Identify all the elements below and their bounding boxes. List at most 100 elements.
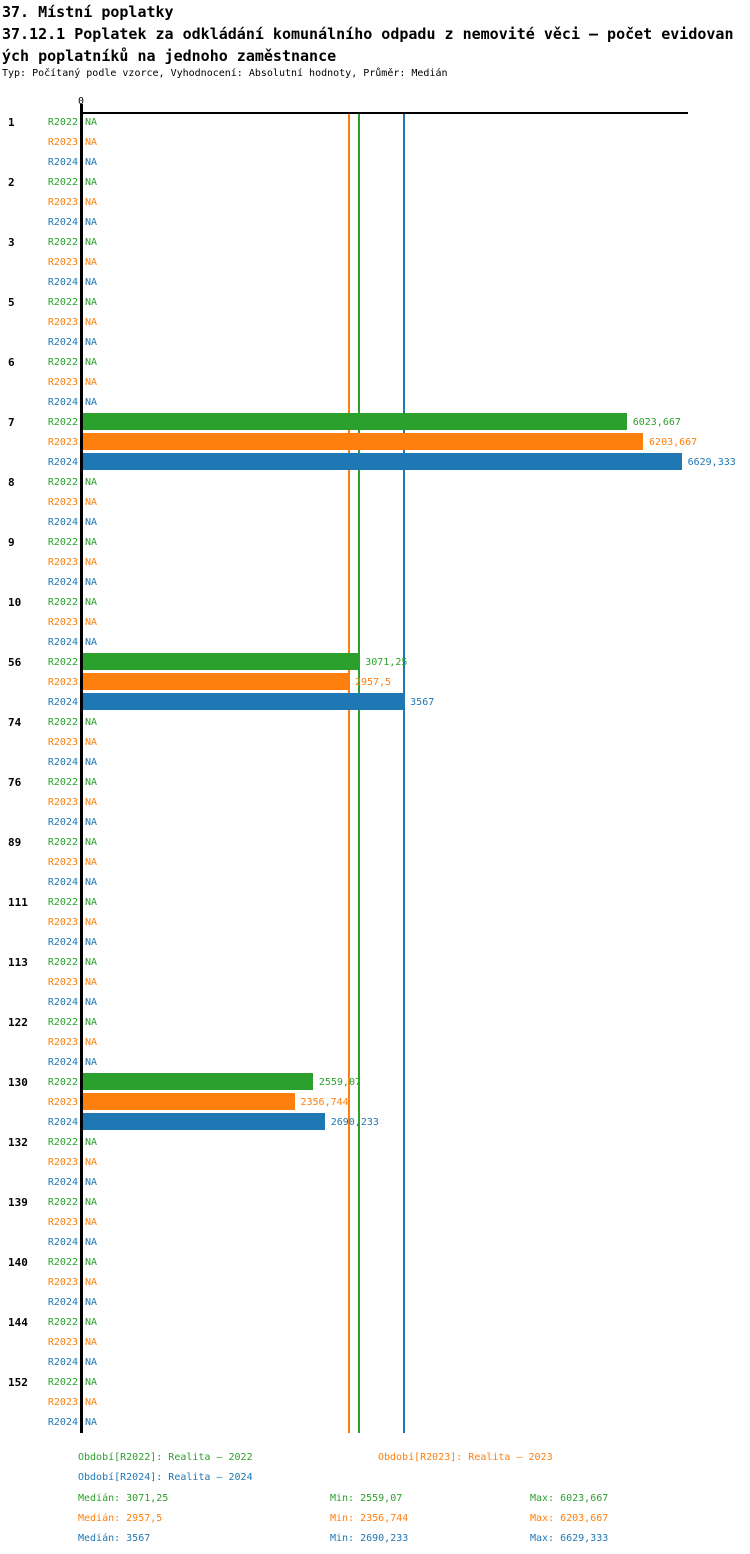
category-label: 111 [8, 896, 28, 909]
series-label-R2022: R2022 [47, 117, 78, 128]
series-label-R2023: R2023 [47, 917, 78, 928]
series-label-R2024: R2024 [47, 1417, 78, 1428]
chart-row: R2024 NA [0, 393, 750, 413]
chart-row: 9 R2022 NA [0, 533, 750, 553]
series-label-R2024: R2024 [47, 1237, 78, 1248]
chart-row: 140 R2022 NA [0, 1253, 750, 1273]
series-label-R2023: R2023 [47, 557, 78, 568]
chart-row: 89 R2022 NA [0, 833, 750, 853]
chart-row: R2024 NA [0, 513, 750, 533]
chart-row: R2023 NA [0, 973, 750, 993]
series-label-R2024: R2024 [47, 157, 78, 168]
na-value-label: NA [85, 1417, 98, 1428]
series-label-R2022: R2022 [47, 777, 78, 788]
median-line-R2022 [358, 114, 361, 1433]
chart-row: 7 R2022 6023,667 [0, 413, 750, 433]
series-label-R2024: R2024 [47, 997, 78, 1008]
legend-min-2023: Min: 2356,744 [330, 1513, 409, 1524]
series-label-R2022: R2022 [47, 597, 78, 608]
series-label-R2023: R2023 [47, 977, 78, 988]
chart-row: R2024 NA [0, 633, 750, 653]
category-label: 76 [8, 776, 22, 789]
series-label-R2023: R2023 [47, 797, 78, 808]
na-value-label: NA [85, 957, 98, 968]
series-label-R2022: R2022 [47, 717, 78, 728]
series-label-R2024: R2024 [47, 1057, 78, 1068]
legend-median-2023: Medián: 2957,5 [78, 1513, 163, 1524]
na-value-label: NA [85, 357, 98, 368]
category-label: 5 [8, 296, 15, 309]
series-label-R2022: R2022 [47, 1077, 78, 1088]
category-label: 2 [8, 176, 15, 189]
na-value-label: NA [85, 1317, 98, 1328]
chart-row: R2023 NA [0, 1033, 750, 1053]
na-value-label: NA [85, 1397, 98, 1408]
category-label: 10 [8, 596, 22, 609]
chart-subtitle-line2: ých poplatníků na jednoho zaměstnance [2, 47, 337, 65]
na-value-label: NA [85, 577, 98, 588]
series-label-R2022: R2022 [47, 177, 78, 188]
na-value-label: NA [85, 737, 98, 748]
na-value-label: NA [85, 1037, 98, 1048]
chart-row: R2024 NA [0, 933, 750, 953]
na-value-label: NA [85, 177, 98, 188]
bar-R2022 [83, 653, 360, 670]
chart-row: R2023 NA [0, 1213, 750, 1233]
chart-row: R2023 2957,5 [0, 673, 750, 693]
series-label-R2022: R2022 [47, 297, 78, 308]
na-value-label: NA [85, 137, 98, 148]
legend-max-2022: Max: 6023,667 [530, 1493, 609, 1504]
median-line-R2024 [403, 114, 406, 1433]
na-value-label: NA [85, 817, 98, 828]
na-value-label: NA [85, 1237, 98, 1248]
na-value-label: NA [85, 237, 98, 248]
chart-row: R2023 NA [0, 373, 750, 393]
na-value-label: NA [85, 1217, 98, 1228]
chart-row: 3 R2022 NA [0, 233, 750, 253]
na-value-label: NA [85, 757, 98, 768]
legend-max-2024: Max: 6629,333 [530, 1533, 609, 1544]
chart-row: R2024 NA [0, 993, 750, 1013]
legend-min-2024: Min: 2690,233 [330, 1533, 409, 1544]
chart-row: R2023 NA [0, 193, 750, 213]
category-label: 144 [8, 1316, 28, 1329]
chart-row: 139 R2022 NA [0, 1193, 750, 1213]
series-label-R2022: R2022 [47, 1017, 78, 1028]
na-value-label: NA [85, 557, 98, 568]
series-label-R2022: R2022 [47, 1377, 78, 1388]
series-label-R2022: R2022 [47, 417, 78, 428]
legend-median-2024: Medián: 3567 [78, 1533, 151, 1544]
series-label-R2023: R2023 [47, 137, 78, 148]
chart-row: R2023 NA [0, 613, 750, 633]
na-value-label: NA [85, 1057, 98, 1068]
chart-row: R2023 NA [0, 793, 750, 813]
na-value-label: NA [85, 1017, 98, 1028]
category-label: 122 [8, 1016, 28, 1029]
category-label: 89 [8, 836, 22, 849]
na-value-label: NA [85, 157, 98, 168]
na-value-label: NA [85, 717, 98, 728]
chart-row: 2 R2022 NA [0, 173, 750, 193]
bar-R2022 [83, 413, 627, 430]
x-axis-zero-label: 0 [77, 96, 85, 107]
series-label-R2024: R2024 [47, 757, 78, 768]
na-value-label: NA [85, 1377, 98, 1388]
category-label: 132 [8, 1136, 28, 1149]
series-label-R2024: R2024 [47, 817, 78, 828]
chart-meta-info: Typ: Počítaný podle vzorce, Vyhodnocení:… [2, 68, 448, 79]
na-value-label: NA [85, 537, 98, 548]
chart-row: R2024 NA [0, 333, 750, 353]
chart-row: R2023 NA [0, 913, 750, 933]
na-value-label: NA [85, 277, 98, 288]
na-value-label: NA [85, 917, 98, 928]
chart-row: R2023 6203,667 [0, 433, 750, 453]
chart-row: 122 R2022 NA [0, 1013, 750, 1033]
bar-R2024 [83, 693, 405, 710]
na-value-label: NA [85, 1297, 98, 1308]
bar-R2024 [83, 453, 682, 470]
chart-row: R2024 NA [0, 573, 750, 593]
series-label-R2023: R2023 [47, 1277, 78, 1288]
na-value-label: NA [85, 997, 98, 1008]
bar-R2023 [83, 433, 644, 450]
x-axis-line [80, 112, 688, 114]
